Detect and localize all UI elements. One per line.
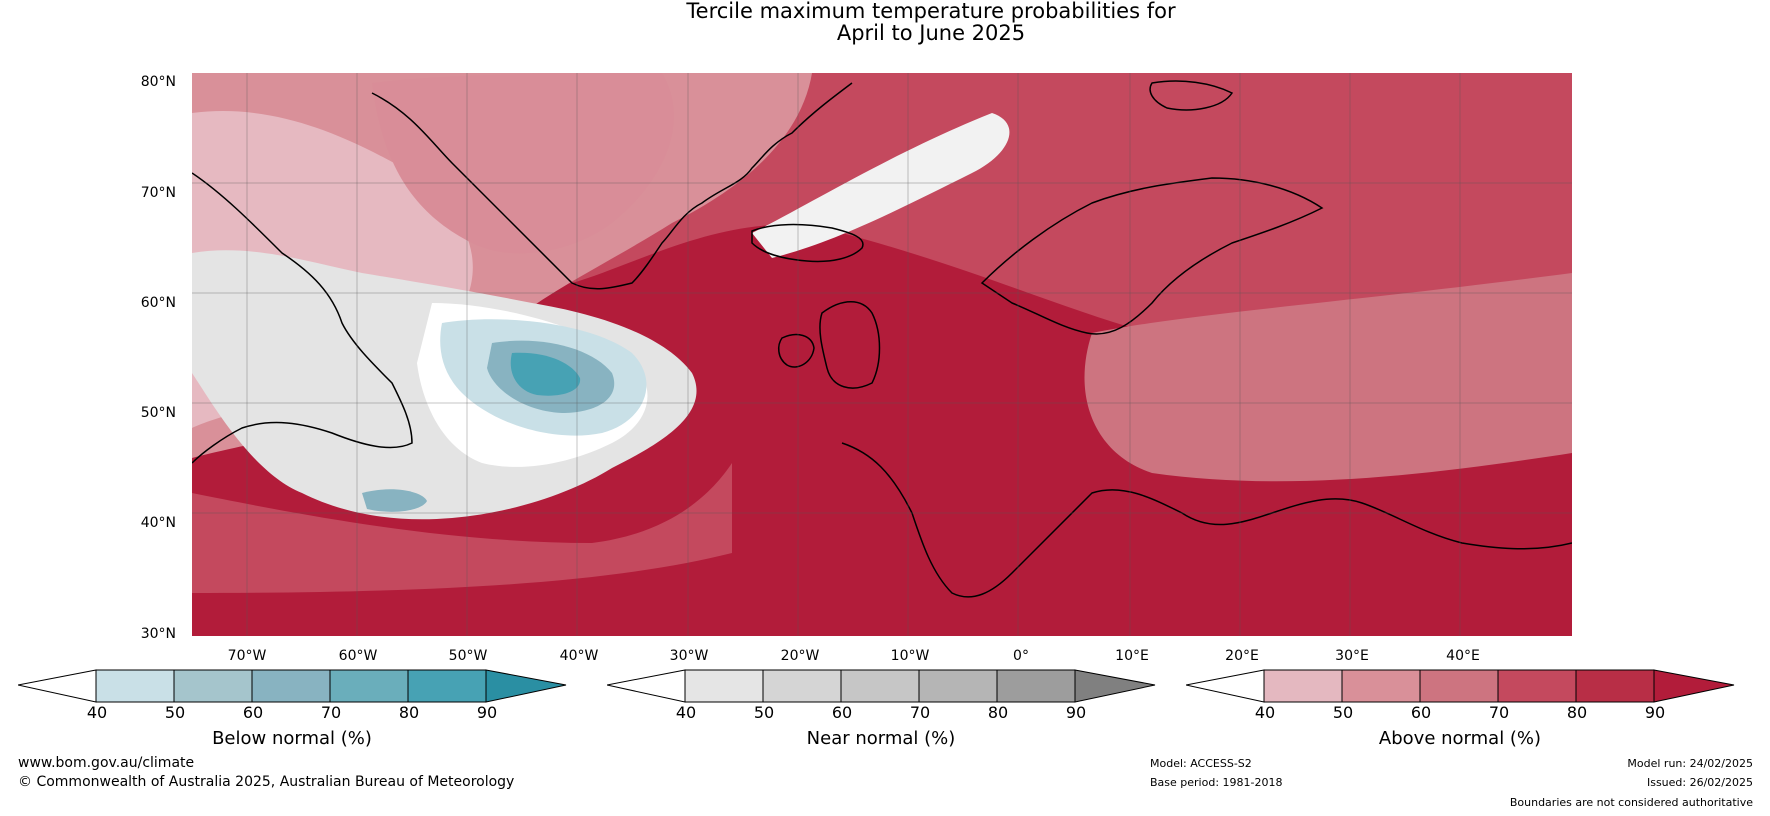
cbar-near-50-60 [762,669,842,703]
lat-label-30n: 30°N [140,626,176,642]
cbar-above-70-80 [1497,669,1577,703]
lon-label-60w: 60°W [338,648,378,664]
cbar-below-tick: 40 [86,703,108,722]
europe-coast [841,442,1572,598]
lat-label-50n: 50°N [140,405,176,421]
region-above-60-greenland [372,73,674,254]
cbar-above-40-50 [1263,669,1343,703]
cbar-above-tick: 60 [1410,703,1432,722]
lat-label-70n: 70°N [140,185,176,201]
cbar-below-tick: 50 [164,703,186,722]
graticule [192,73,1572,636]
lon-label-10e: 10°E [1115,648,1149,664]
cbar-below-extend-low [18,669,97,703]
cbar-below-50-60 [173,669,253,703]
cbar-near-40-50 [684,669,764,703]
lon-label-50w: 50°W [448,648,488,664]
cbar-below-60-70 [251,669,331,703]
cbar-near-tick: 80 [987,703,1009,722]
cbar-above-tick: 90 [1644,703,1666,722]
scandinavia-coast [980,177,1324,335]
model-text: Model: ACCESS-S2 [1150,757,1252,770]
lon-label-10w: 10°W [890,648,930,664]
cbar-below-70-80 [329,669,409,703]
cbar-above-50-60 [1341,669,1421,703]
lon-label-30e: 30°E [1335,648,1369,664]
cbar-above-tick: 70 [1488,703,1510,722]
cbar-below-tick: 70 [320,703,342,722]
cbar-above-80-90 [1575,669,1655,703]
lon-label-0: 0° [1013,648,1029,664]
website-link[interactable]: www.bom.gov.au/climate [18,755,195,771]
cbar-below-extend-high [485,669,567,703]
cbar-near-tick: 60 [831,703,853,722]
model-run-text: Model run: 24/02/2025 [1627,757,1753,770]
cbar-below-tick: 60 [242,703,264,722]
cbar-above-tick: 50 [1332,703,1354,722]
greenland-coast [371,82,853,290]
chart-title-line2: April to June 2025 [836,21,1026,45]
cbar-near-tick: 40 [675,703,697,722]
lat-label-80n: 80°N [140,74,176,90]
chart-title-line1: Tercile maximum temperature probabilitie… [686,0,1176,23]
probability-map [192,73,1572,636]
lon-label-20e: 20°E [1225,648,1259,664]
cbar-above-extend-high [1653,669,1735,703]
lon-label-40w: 40°W [559,648,599,664]
cbar-above-tick: 80 [1566,703,1588,722]
cbar-above-60-70 [1419,669,1499,703]
lon-label-40e: 40°E [1446,648,1480,664]
cbar-near-tick: 70 [909,703,931,722]
region-near-normal-north [752,113,1010,258]
cbar-above-extend-low [1186,669,1265,703]
iceland-coast [751,223,864,263]
cbar-near-70-80 [918,669,998,703]
cbar-near-label: Near normal (%) [806,728,956,749]
colorbar-near-normal [607,669,1156,703]
colorbar-below-normal [18,669,567,703]
region-above-70-south [192,463,732,593]
cbar-below-40-50 [95,669,175,703]
cbar-near-extend-high [1074,669,1156,703]
issued-text: Issued: 26/02/2025 [1646,776,1753,789]
cbar-near-extend-low [607,669,686,703]
cbar-below-tick: 90 [476,703,498,722]
cbar-below-tick: 80 [398,703,420,722]
cbar-above-label: Above normal (%) [1378,728,1542,749]
copyright-text: © Commonwealth of Australia 2025, Austra… [18,774,515,790]
lon-label-30w: 30°W [669,648,709,664]
lon-label-70w: 70°W [227,648,267,664]
lat-label-40n: 40°N [140,515,176,531]
lon-label-20w: 20°W [780,648,820,664]
colorbar-above-normal [1186,669,1735,703]
cbar-below-80-90 [407,669,487,703]
base-period-text: Base period: 1981-2018 [1150,776,1283,789]
region-below-80 [510,352,581,396]
region-below-south [362,489,427,512]
disclaimer-text: Boundaries are not considered authoritat… [1509,796,1753,809]
labrador-coast [192,172,413,464]
svalbard-coast [1149,80,1234,111]
cbar-near-tick: 90 [1065,703,1087,722]
region-above-70-europe [1084,273,1572,482]
british-isles-coast [819,301,881,389]
cbar-below-label: Below normal (%) [212,728,372,749]
cbar-near-tick: 50 [753,703,775,722]
cbar-near-60-70 [840,669,920,703]
cbar-above-tick: 40 [1254,703,1276,722]
cbar-near-80-90 [996,669,1076,703]
ireland-coast [777,333,815,368]
lat-label-60n: 60°N [140,295,176,311]
